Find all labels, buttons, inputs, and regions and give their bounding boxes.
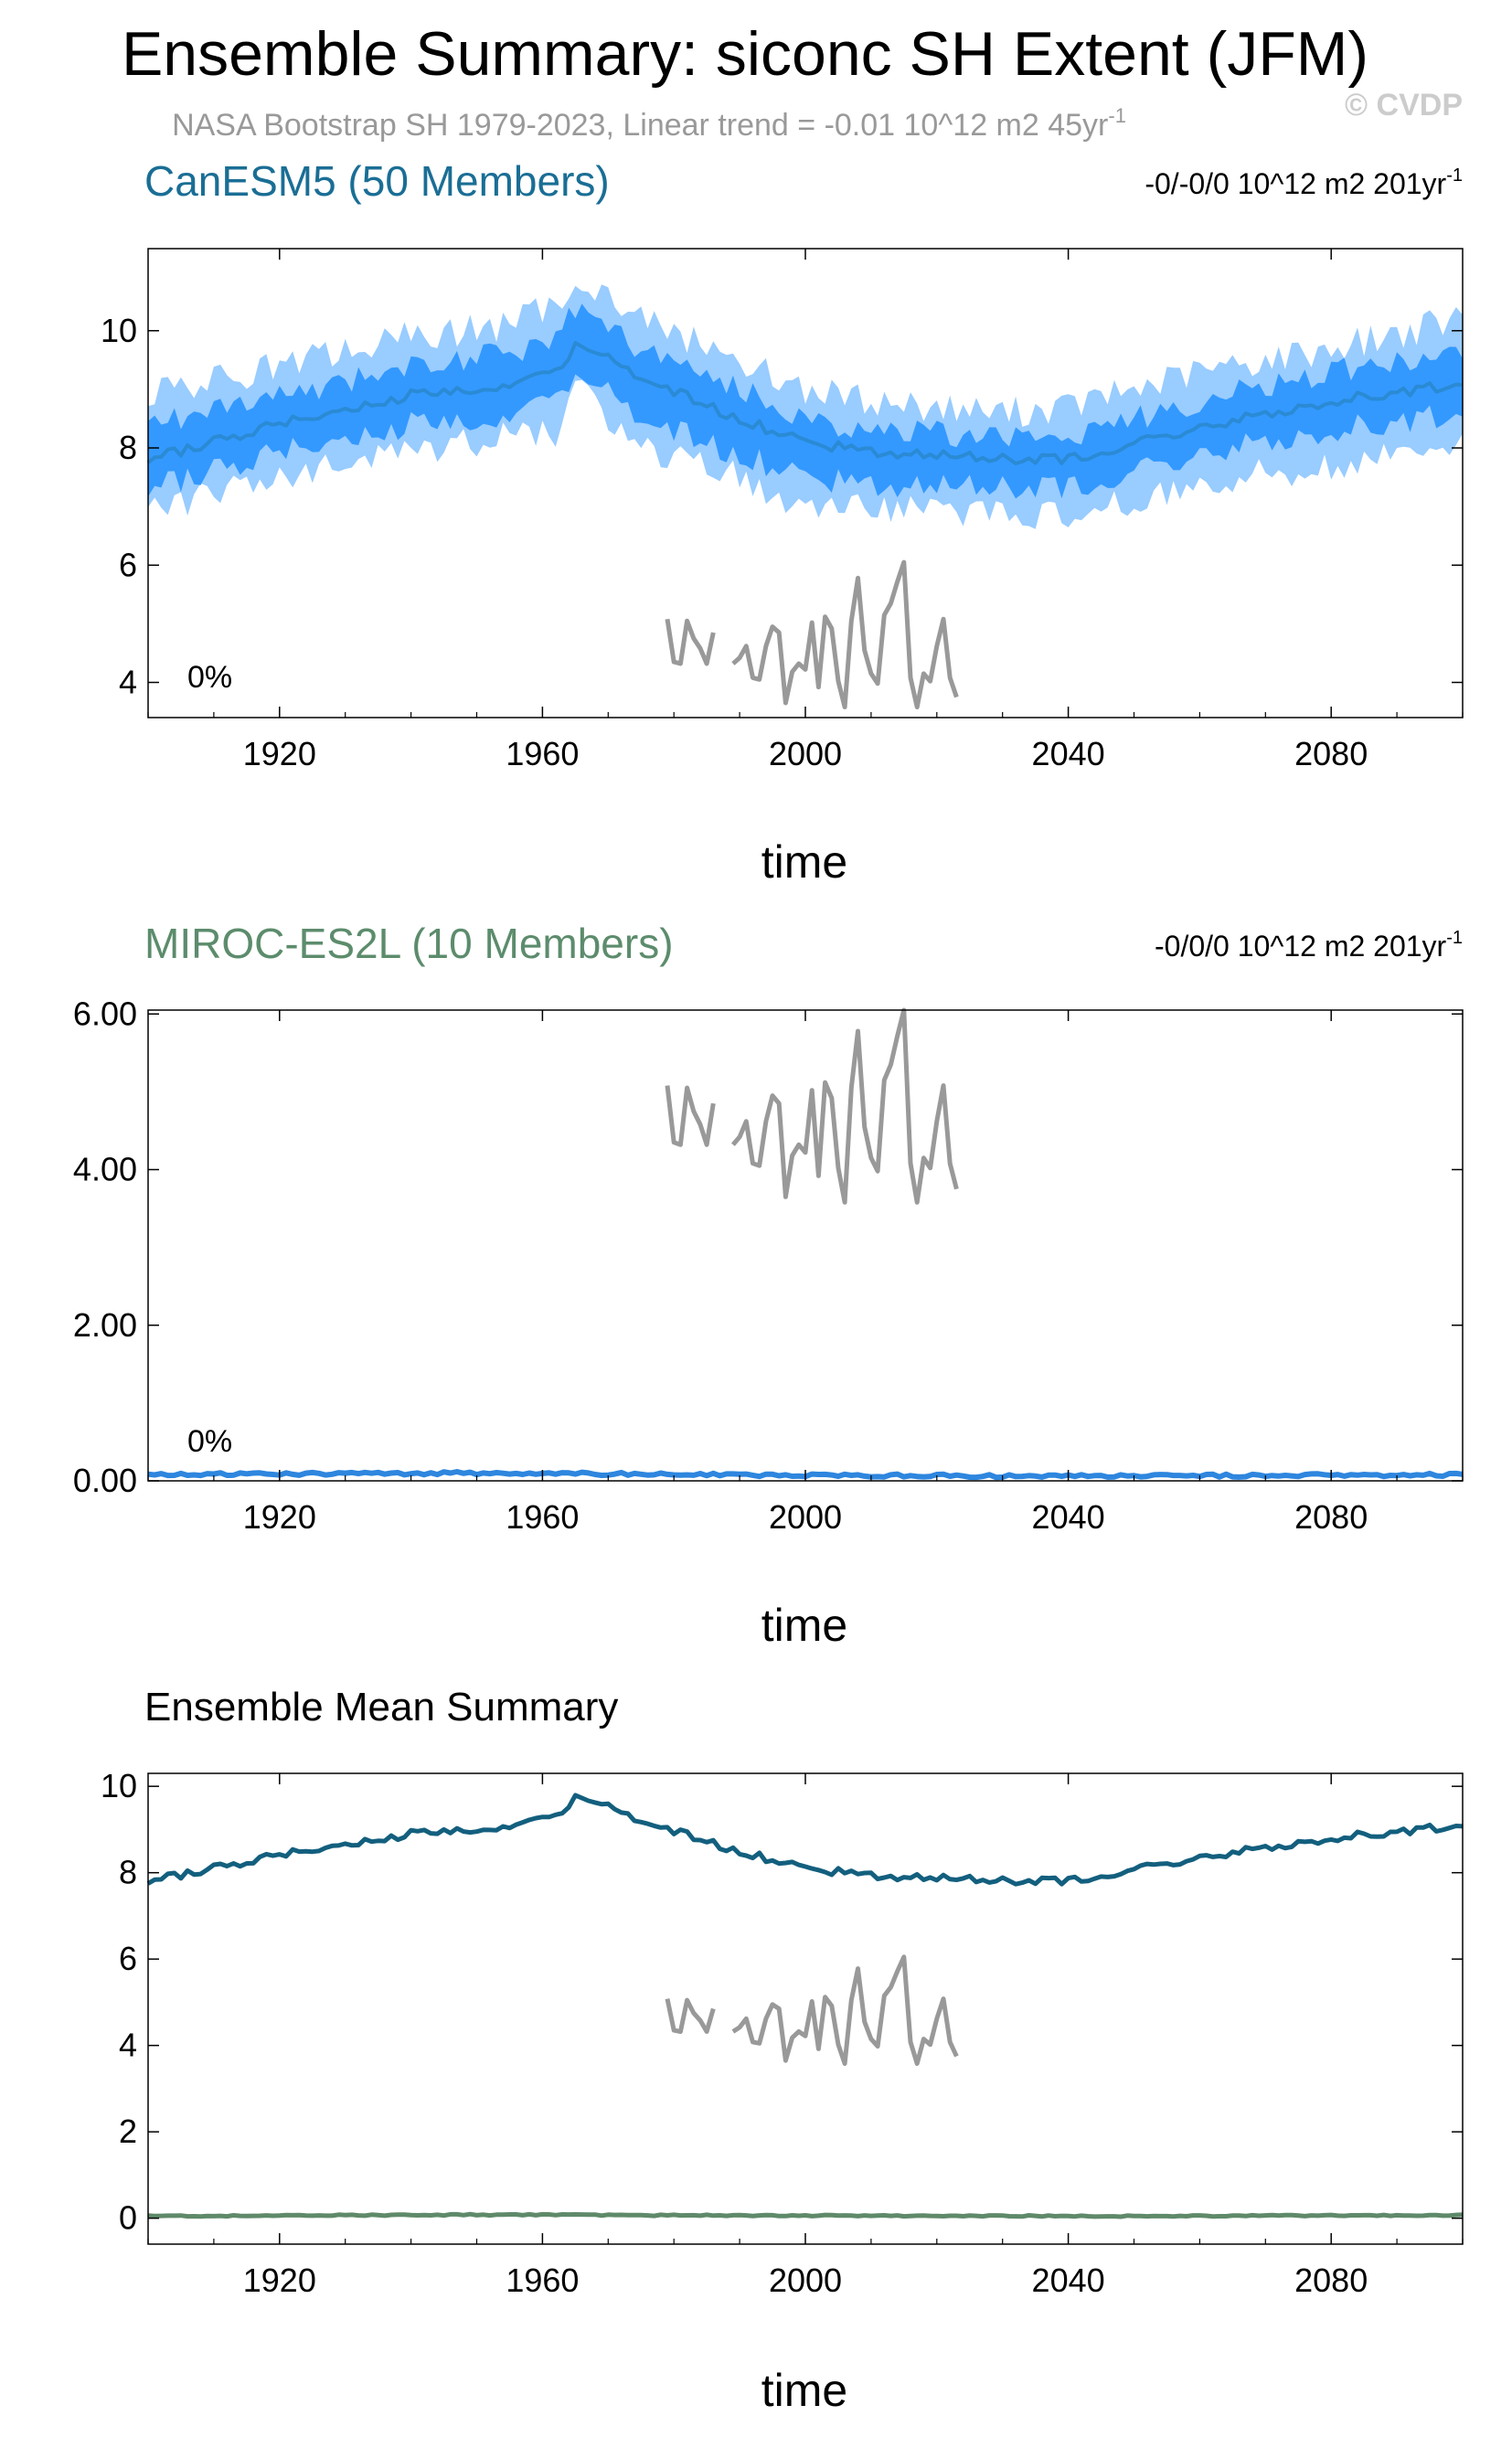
panel-miroc-trend-text: -0/0/0 10^12 m2 201yr — [1155, 930, 1447, 963]
y-tick-label: 6 — [119, 546, 137, 583]
x-tick-label: 2040 — [1032, 2261, 1105, 2299]
x-tick-label: 2000 — [769, 2261, 842, 2299]
panel-miroc-title: MIROC-ES2L (10 Members) — [144, 920, 674, 967]
y-tick-label: 2.00 — [73, 1306, 137, 1344]
panel-canesm5: CanESM5 (50 Members) -0/-0/0 10^12 m2 20… — [101, 157, 1464, 888]
x-tick-label: 2080 — [1294, 735, 1368, 772]
panel-mean-title: Ensemble Mean Summary — [144, 1685, 618, 1729]
y-tick-label: 4 — [119, 664, 137, 701]
panel-canesm5-title: CanESM5 (50 Members) — [144, 157, 610, 205]
y-tick-label: 8 — [119, 429, 137, 466]
x-tick-label: 1920 — [243, 1498, 316, 1536]
y-tick-label: 10 — [101, 312, 137, 349]
x-tick-label: 2080 — [1294, 1498, 1368, 1536]
x-tick-label: 1960 — [506, 735, 579, 772]
x-tick-label: 2080 — [1294, 2261, 1368, 2299]
plot-area-mean: 1920 1960 2000 2040 2080 0 2 4 6 8 10 — [101, 1767, 1464, 2299]
plot-area-miroc: 1920 1960 2000 2040 2080 0.00 2.00 4.00 6.00 — [73, 995, 1464, 1536]
panel-canesm5-xlabel: time — [761, 836, 847, 888]
figure-subtitle-text: NASA Bootstrap SH 1979-2023, Linear tren… — [172, 108, 1108, 143]
x-tick-label: 2040 — [1032, 735, 1105, 772]
y-tick-label: 10 — [101, 1767, 137, 1804]
x-tick-label: 2040 — [1032, 1498, 1105, 1536]
panel-canesm5-trend-text: -0/-0/0 10^12 m2 201yr — [1145, 167, 1446, 200]
miroc-mean-line — [147, 2211, 1464, 2219]
panel-miroc-trend-sup: -1 — [1446, 928, 1463, 948]
x-tick-label: 2000 — [769, 735, 842, 772]
x-tick-label: 1920 — [243, 735, 316, 772]
panel-mean-xlabel: time — [761, 2365, 847, 2416]
observations-line — [665, 618, 716, 666]
panel-canesm5-percent: 0% — [187, 660, 232, 695]
y-tick-label: 4.00 — [73, 1151, 137, 1188]
figure-title: Ensemble Summary: siconc SH Extent (JFM) — [122, 19, 1368, 89]
plot-area-canesm5: 1920 1960 2000 2040 2080 4 6 8 10 — [101, 248, 1464, 772]
y-tick-label: 2 — [119, 2112, 137, 2150]
panel-miroc-percent: 0% — [187, 1424, 232, 1459]
figure-subtitle: NASA Bootstrap SH 1979-2023, Linear tren… — [172, 104, 1126, 143]
observations-line — [730, 1007, 959, 1205]
y-tick-label: 6 — [119, 1940, 137, 1977]
figure-subtitle-sup: -1 — [1108, 104, 1126, 127]
x-tick-label: 2000 — [769, 1498, 842, 1536]
ensemble-mean-line — [146, 341, 1464, 465]
observations-line — [731, 1954, 959, 2066]
y-tick-label: 6.00 — [73, 995, 137, 1032]
y-tick-label: 8 — [119, 1854, 137, 1891]
observations-line — [665, 1997, 716, 2034]
canesm5-mean-line — [146, 1793, 1464, 1887]
y-tick-label: 0.00 — [73, 1462, 137, 1499]
y-tick-label: 0 — [119, 2199, 137, 2237]
observations-line — [665, 1085, 716, 1147]
panel-miroc: MIROC-ES2L (10 Members) -0/0/0 10^12 m2 … — [73, 920, 1464, 1651]
interquartile-band — [148, 303, 1463, 499]
observations-line — [731, 559, 959, 709]
panel-miroc-trend: -0/0/0 10^12 m2 201yr-1 — [1155, 928, 1463, 963]
x-tick-label: 1920 — [243, 2261, 316, 2299]
panel-canesm5-trend: -0/-0/0 10^12 m2 201yr-1 — [1145, 165, 1463, 200]
cvdp-watermark: © CVDP — [1345, 88, 1463, 122]
panel-miroc-xlabel: time — [761, 1600, 847, 1651]
x-tick-label: 1960 — [506, 1498, 579, 1536]
x-tick-label: 1960 — [506, 2261, 579, 2299]
panel-mean: Ensemble Mean Summary 1920 1960 2000 2040 20… — [101, 1685, 1464, 2416]
y-tick-label: 4 — [119, 2027, 137, 2064]
panel-canesm5-trend-sup: -1 — [1446, 165, 1463, 186]
plot-frame — [147, 1009, 1464, 1482]
